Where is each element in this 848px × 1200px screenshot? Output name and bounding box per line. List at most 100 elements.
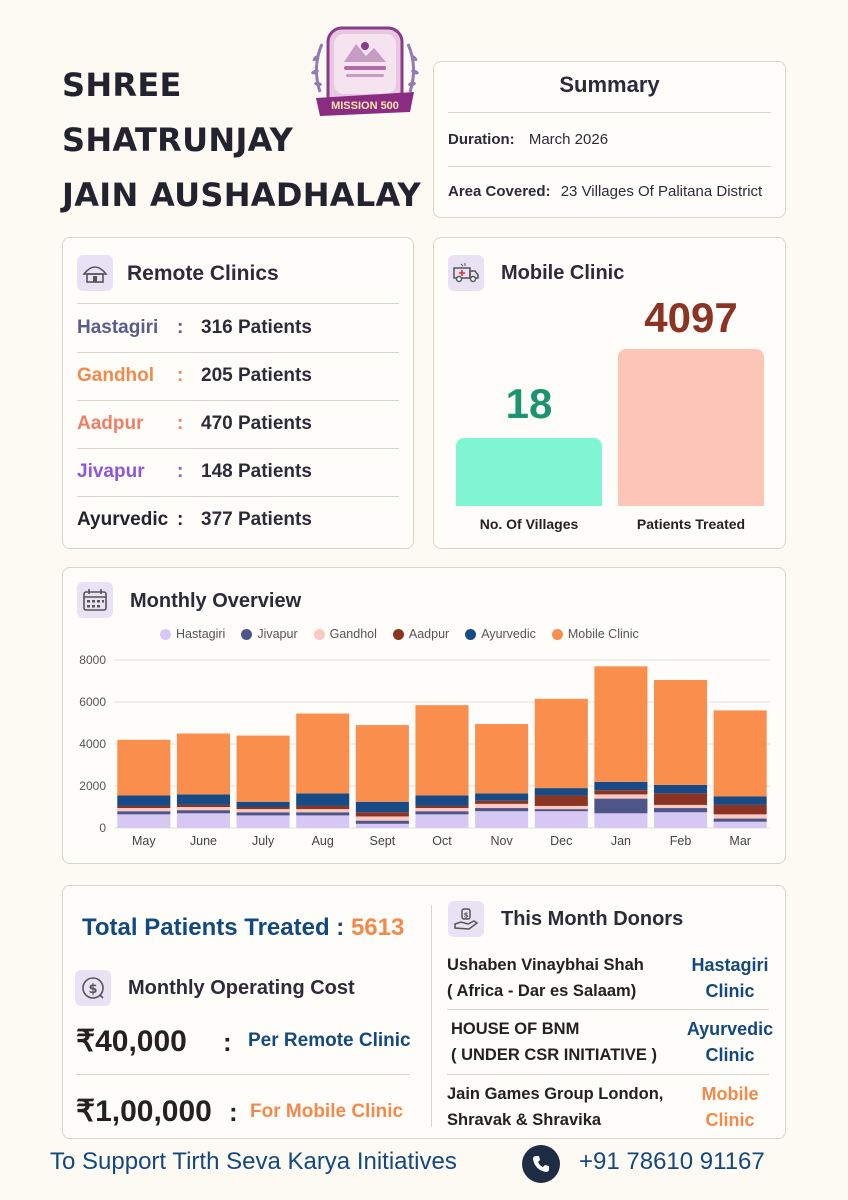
bar-segment bbox=[355, 816, 409, 821]
donors-title: This Month Donors bbox=[501, 908, 684, 930]
x-tick-label: Feb bbox=[670, 834, 692, 848]
bar-segment bbox=[355, 823, 409, 828]
clinic-value: 205 Patients bbox=[201, 365, 312, 386]
legend-label: Mobile Clinic bbox=[567, 627, 639, 641]
clinic-value: 148 Patients bbox=[201, 461, 312, 482]
legend-item: Jivapur bbox=[241, 627, 298, 641]
clinic-name: Aadpur bbox=[77, 413, 144, 434]
bar-segment bbox=[117, 814, 171, 828]
bar-segment bbox=[534, 809, 588, 812]
clinic-separator: : bbox=[177, 461, 184, 482]
cost-label-mobile: For Mobile Clinic bbox=[250, 1101, 404, 1122]
bar-segment bbox=[236, 812, 290, 816]
area-value: 23 Villages Of Palitana District bbox=[560, 183, 763, 200]
bar-segment bbox=[475, 800, 529, 804]
bar-segment bbox=[296, 713, 350, 794]
svg-text:$: $ bbox=[464, 912, 469, 920]
bar-segment bbox=[713, 796, 767, 805]
donor-name: HOUSE OF BNM ( UNDER CSR INITIATIVE ) bbox=[451, 1016, 691, 1068]
bar-segment bbox=[475, 724, 529, 794]
bar-segment bbox=[654, 808, 708, 813]
area-row: Area Covered: 23 Villages Of Palitana Di… bbox=[448, 183, 762, 200]
x-tick-label: Dec bbox=[550, 834, 572, 848]
legend-item: Gandhol bbox=[313, 627, 377, 641]
donor-clinic-line: Clinic bbox=[705, 1045, 755, 1065]
bar-segment bbox=[236, 807, 290, 810]
bar-segment bbox=[475, 808, 529, 812]
y-tick-label: 6000 bbox=[79, 695, 106, 709]
phone-icon[interactable] bbox=[522, 1145, 560, 1183]
donation-hand-icon: $ bbox=[448, 901, 484, 937]
legend-swatch bbox=[241, 628, 253, 640]
y-tick-label: 4000 bbox=[79, 737, 106, 751]
legend-item: Mobile Clinic bbox=[551, 627, 639, 641]
clinic-value: 316 Patients bbox=[201, 317, 312, 338]
bar-segment bbox=[594, 790, 648, 795]
totals-card bbox=[62, 885, 786, 1139]
bar-segment bbox=[117, 739, 171, 796]
clinic-row-ayurvedic: Ayurvedic : 377 Patients bbox=[77, 496, 399, 544]
calendar-icon bbox=[77, 582, 113, 618]
footer-phone[interactable]: +91 78610 91167 bbox=[579, 1148, 765, 1175]
bar-segment bbox=[355, 820, 409, 824]
monthly-overview-chart: 0 2000 4000 6000 8000 May June July Aug Sept Oct No… bbox=[79, 653, 770, 848]
bar-segment bbox=[534, 811, 588, 828]
legend-label: Hastagiri bbox=[176, 627, 226, 641]
bar-segment bbox=[594, 798, 648, 814]
bar-segment bbox=[654, 812, 708, 828]
bar-segment bbox=[355, 801, 409, 813]
clinic-separator: : bbox=[177, 509, 184, 530]
title-line-2: SHATRUNJAY bbox=[62, 121, 294, 159]
clinic-separator: : bbox=[177, 317, 184, 338]
bar-segment bbox=[296, 805, 350, 810]
donor-clinic-line: Ayurvedic bbox=[686, 1019, 774, 1039]
cost-amount-mobile: ₹1,00,000 bbox=[76, 1095, 212, 1128]
footer-text: To Support Tirth Seva Karya Initiatives bbox=[50, 1148, 457, 1175]
mission-logo: MISSION 500 bbox=[306, 22, 424, 124]
villages-bar bbox=[456, 438, 602, 506]
legend-item: Hastagiri bbox=[160, 627, 225, 641]
x-tick-label: Mar bbox=[729, 834, 751, 848]
patients-treated-label: Patients Treated bbox=[636, 516, 746, 532]
area-label: Area Covered: bbox=[448, 183, 551, 200]
bar-segment bbox=[296, 793, 350, 806]
bar-segment bbox=[713, 814, 767, 819]
bar-segment bbox=[475, 811, 529, 828]
divider bbox=[77, 352, 399, 353]
title-line-3: JAIN AUSHADHALAY bbox=[62, 176, 422, 214]
bar-segment bbox=[236, 735, 290, 802]
donor-name-line: Ushaben Vinaybhai Shah bbox=[447, 956, 644, 974]
cost-separator: : bbox=[223, 1027, 232, 1057]
bar-segment bbox=[176, 807, 230, 811]
divider bbox=[77, 448, 399, 449]
bar-segment bbox=[415, 795, 469, 806]
donor-name-line: ( UNDER CSR INITIATIVE ) bbox=[451, 1046, 657, 1064]
bar-segment bbox=[176, 733, 230, 795]
donor-clinic-line: Clinic bbox=[705, 981, 755, 1001]
x-tick-label: Aug bbox=[312, 834, 334, 848]
bar-segment bbox=[117, 805, 171, 809]
bar-segment bbox=[654, 679, 708, 785]
clinic-name: Hastagiri bbox=[77, 317, 159, 338]
legend-item: Aadpur bbox=[392, 627, 450, 641]
legend-label: Aadpur bbox=[408, 627, 450, 641]
bar-segment bbox=[415, 705, 469, 796]
bar-segment bbox=[713, 804, 767, 815]
bar-segment bbox=[654, 793, 708, 805]
cost-amount-remote: ₹40,000 bbox=[76, 1025, 187, 1058]
clinic-row-jivapur: Jivapur : 148 Patients bbox=[77, 448, 399, 496]
bar-segment bbox=[355, 725, 409, 802]
divider bbox=[77, 496, 399, 497]
bar-segment bbox=[713, 818, 767, 822]
clinic-name: Gandhol bbox=[77, 365, 155, 386]
mobile-clinic-card: Mobile Clinic 18 No. Of Villages 4097 Pa… bbox=[433, 237, 786, 549]
patients-treated-bar bbox=[618, 349, 764, 506]
divider bbox=[447, 1009, 769, 1010]
y-tick-label: 2000 bbox=[79, 779, 106, 793]
clinic-name: Ayurvedic bbox=[77, 509, 169, 530]
remote-clinics-title: Remote Clinics bbox=[127, 262, 279, 285]
bar-segment bbox=[475, 803, 529, 809]
bar-segment bbox=[236, 815, 290, 828]
remote-clinics-card: Remote Clinics Hastagiri : 316 Patients … bbox=[62, 237, 414, 549]
x-tick-label: Oct bbox=[432, 834, 452, 848]
